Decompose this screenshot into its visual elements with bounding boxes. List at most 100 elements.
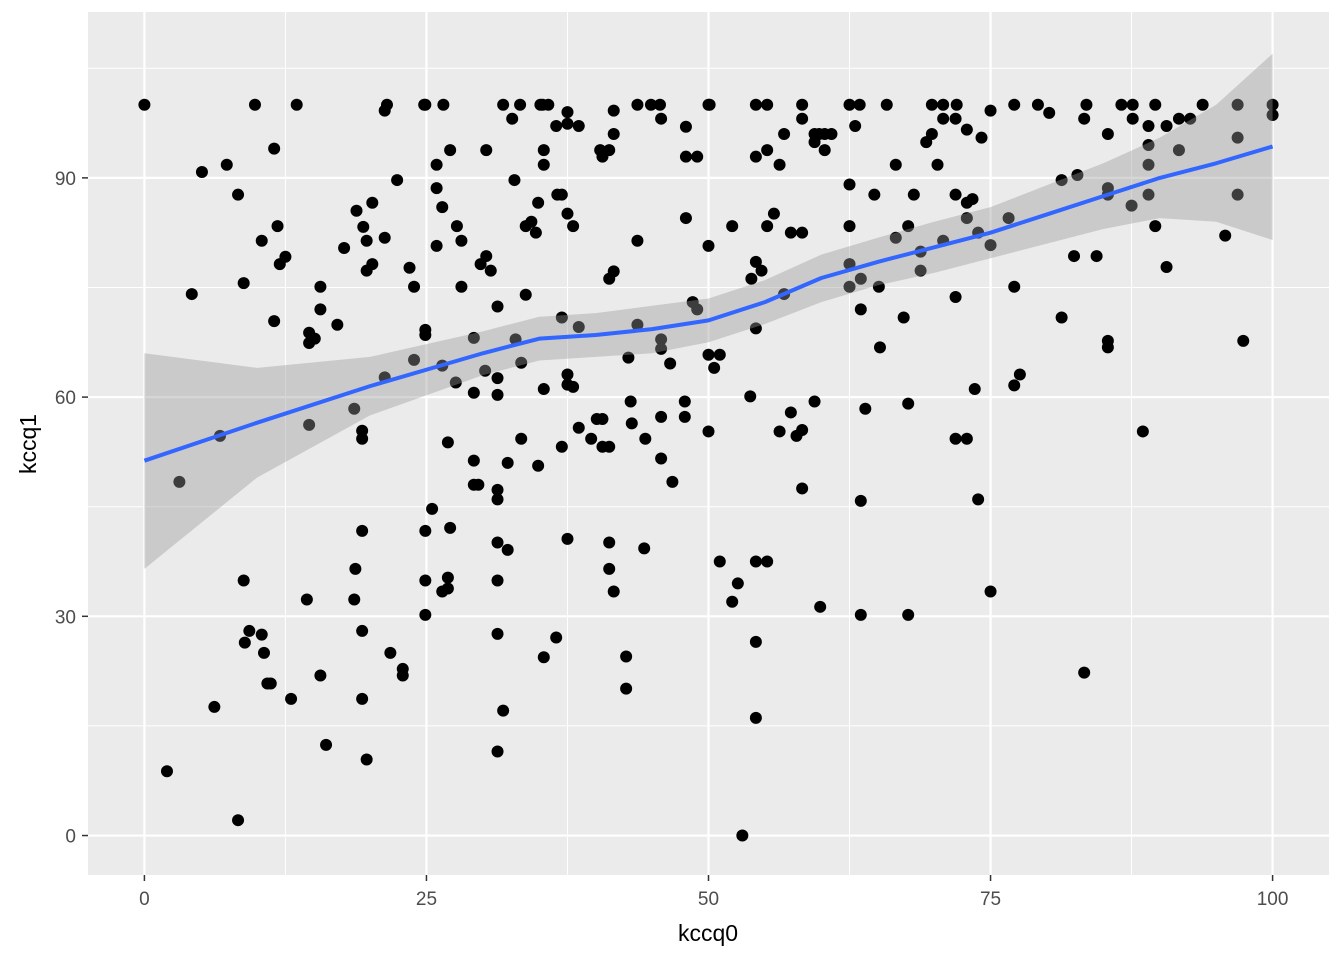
point	[607, 585, 620, 598]
point	[796, 482, 809, 495]
point	[195, 166, 208, 179]
point	[561, 117, 574, 130]
point	[843, 220, 856, 233]
point	[655, 333, 668, 346]
point	[655, 452, 668, 465]
point	[1115, 98, 1128, 111]
point	[1237, 334, 1250, 347]
point	[255, 628, 268, 641]
point	[232, 814, 245, 827]
point	[350, 204, 363, 217]
point	[1078, 666, 1091, 679]
point	[726, 220, 739, 233]
y-tick-label: 30	[55, 607, 76, 628]
point	[537, 158, 550, 171]
point	[1043, 106, 1056, 119]
point	[348, 402, 361, 415]
point	[444, 144, 457, 157]
point	[1008, 98, 1021, 111]
point	[356, 524, 369, 537]
point	[968, 383, 981, 396]
point	[1031, 98, 1044, 111]
point	[854, 272, 867, 285]
point	[1013, 368, 1026, 381]
point	[937, 112, 950, 125]
point	[491, 493, 504, 506]
point	[622, 351, 635, 364]
point	[391, 174, 404, 187]
point	[1142, 138, 1155, 151]
point	[972, 493, 985, 506]
point	[303, 337, 316, 350]
point	[796, 112, 809, 125]
point	[550, 119, 563, 132]
point	[854, 303, 867, 316]
point	[736, 829, 749, 842]
point	[713, 555, 726, 568]
point	[745, 272, 758, 285]
point	[726, 595, 739, 608]
point	[384, 646, 397, 659]
point	[561, 106, 574, 119]
point	[872, 280, 885, 293]
point	[639, 432, 652, 445]
y-tick-label: 0	[65, 827, 76, 848]
point	[1184, 112, 1197, 125]
point	[419, 98, 432, 111]
point	[232, 188, 245, 201]
point	[1231, 131, 1244, 144]
point	[1125, 199, 1138, 212]
point	[472, 478, 485, 491]
x-tick-label: 75	[980, 889, 1001, 910]
point	[491, 574, 504, 587]
point	[1160, 261, 1173, 274]
y-tick-label: 60	[55, 388, 76, 409]
point	[419, 328, 432, 341]
point	[925, 98, 938, 111]
point	[491, 483, 504, 496]
point	[208, 700, 221, 713]
point	[508, 174, 521, 187]
point	[1002, 212, 1015, 225]
point	[1055, 311, 1068, 324]
point	[897, 311, 910, 324]
point	[138, 98, 151, 111]
x-axis-title: kccq0	[678, 920, 738, 946]
point	[914, 264, 927, 277]
point	[655, 410, 668, 423]
point	[691, 150, 704, 163]
point	[555, 440, 568, 453]
point	[314, 280, 327, 293]
point	[357, 220, 370, 233]
point	[931, 158, 944, 171]
point	[360, 234, 373, 247]
point	[366, 196, 379, 209]
point	[702, 239, 715, 252]
point	[902, 608, 915, 621]
point	[849, 119, 862, 132]
point	[525, 215, 538, 228]
point	[257, 646, 270, 659]
point	[455, 234, 468, 247]
point	[664, 357, 677, 370]
point	[731, 577, 744, 590]
point	[966, 193, 979, 206]
point	[436, 201, 449, 214]
point	[1172, 112, 1185, 125]
point	[755, 264, 768, 277]
point	[497, 704, 510, 717]
point	[814, 600, 827, 613]
point	[515, 432, 528, 445]
point	[567, 220, 580, 233]
point	[220, 158, 233, 171]
point	[320, 738, 333, 751]
point	[975, 131, 988, 144]
point	[514, 98, 527, 111]
y-axis-title: kccq1	[15, 414, 41, 474]
point	[356, 624, 369, 637]
point	[1266, 98, 1279, 111]
point	[555, 311, 568, 324]
point	[237, 277, 250, 290]
point	[419, 524, 432, 537]
point	[480, 144, 493, 157]
